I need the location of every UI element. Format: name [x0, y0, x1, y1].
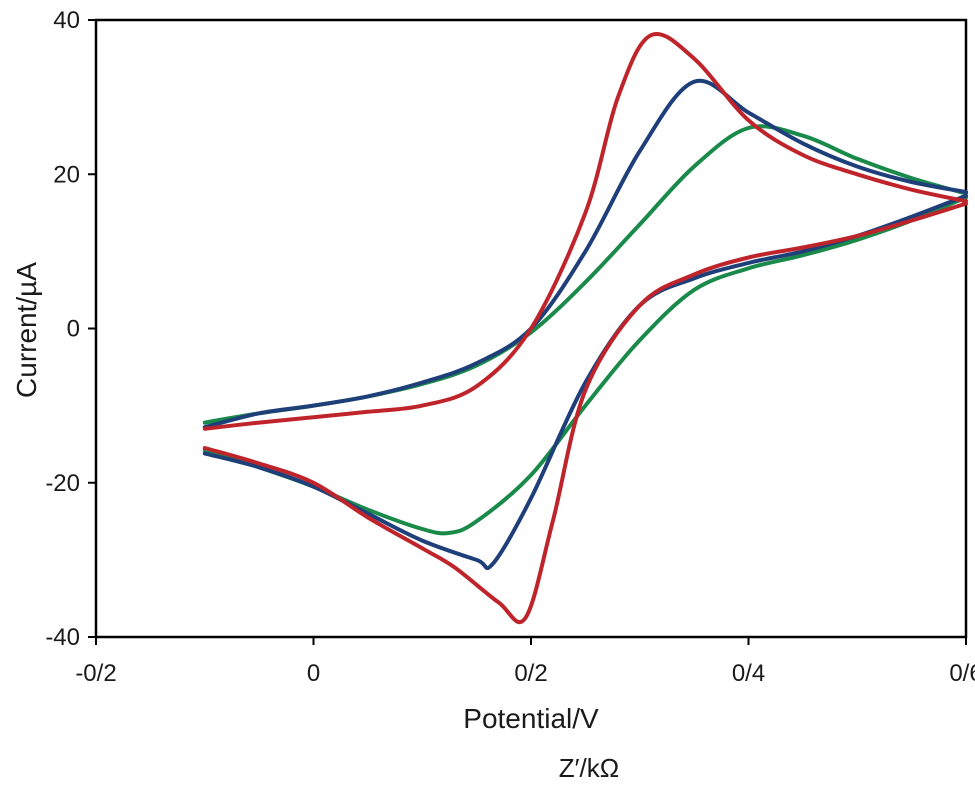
y-tick-label: 0 [67, 316, 80, 343]
series-3-reverse-line [202, 201, 968, 625]
x-tick-label: 0/4 [732, 660, 765, 687]
x-tick-label: 0/2 [514, 660, 547, 687]
y-tick-label: 40 [53, 7, 80, 34]
x-axis-title: Potential/V [463, 703, 599, 734]
y-tick-label: 20 [53, 161, 80, 188]
y-tick-label: -40 [45, 624, 80, 651]
y-axis-ticks: 40 20 0 -20 -40 [45, 7, 96, 651]
x-axis-ticks: -0/2 0 0/2 0/4 0/6 [75, 637, 975, 687]
x-tick-label: -0/2 [75, 660, 116, 687]
secondary-axis-label: Z′/kΩ [559, 753, 619, 783]
x-tick-label: 0 [307, 660, 320, 687]
data-series [202, 31, 968, 625]
y-axis-title: Current/µA [11, 262, 42, 398]
series-2-forward-line [202, 78, 968, 430]
y-tick-label: -20 [45, 470, 80, 497]
x-tick-label: 0/6 [949, 660, 975, 687]
series-3-forward-line [202, 31, 968, 431]
